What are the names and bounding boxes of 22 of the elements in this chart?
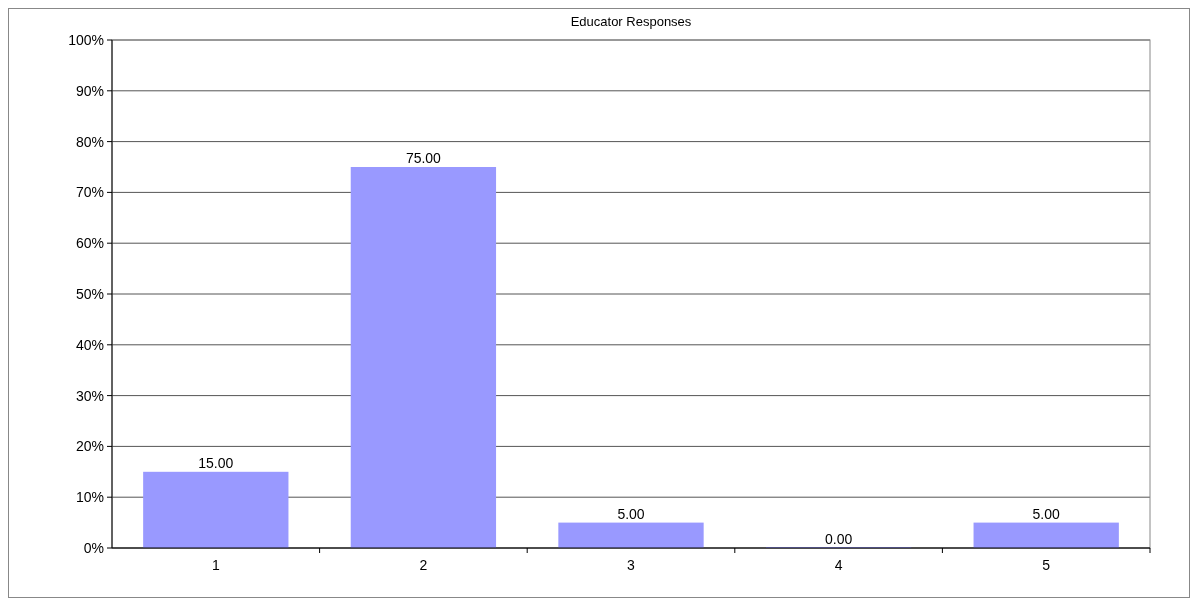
chart-title: Educator Responses — [570, 14, 692, 29]
y-tick-label: 60% — [75, 235, 104, 252]
y-tick-label: 70% — [75, 184, 104, 201]
x-tick-label: 2 — [419, 557, 428, 573]
y-tick-label: 40% — [75, 336, 104, 353]
x-tick-label: 5 — [1042, 557, 1051, 573]
x-tick-label: 4 — [834, 557, 843, 573]
x-tick-label: 3 — [627, 557, 636, 573]
y-tick-label: 0% — [83, 539, 104, 556]
y-tick-label: 90% — [75, 82, 104, 99]
data-label: 75.00 — [405, 150, 442, 166]
y-tick-label: 50% — [75, 285, 104, 302]
x-tick-label: 1 — [211, 557, 220, 573]
y-tick-label: 30% — [75, 387, 104, 404]
y-tick-label: 10% — [75, 489, 104, 506]
y-tick-label: 100% — [68, 31, 104, 48]
y-tick-label: 80% — [75, 133, 104, 150]
data-label: 5.00 — [1032, 505, 1061, 522]
data-label: 5.00 — [617, 505, 645, 522]
y-tick-label: 20% — [75, 438, 104, 455]
data-label: 15.00 — [198, 454, 234, 471]
data-label: 0.00 — [824, 531, 853, 547]
